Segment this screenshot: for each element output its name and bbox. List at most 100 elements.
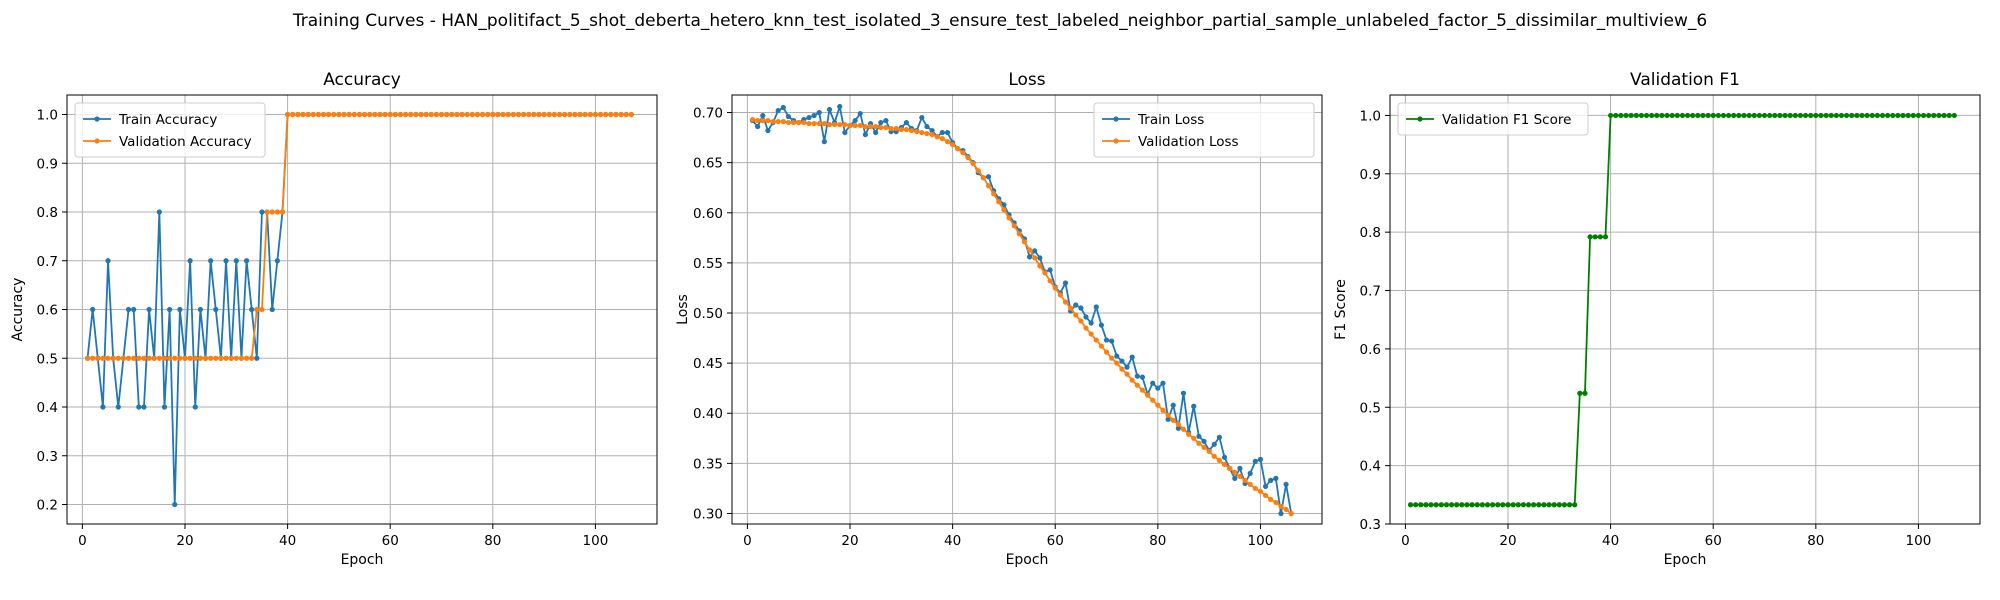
- data-point: [960, 150, 966, 156]
- data-point: [985, 174, 992, 180]
- data-point: [243, 355, 250, 361]
- data-point: [1032, 248, 1038, 254]
- data-point: [500, 111, 506, 118]
- data-point: [213, 355, 219, 361]
- data-point: [90, 306, 96, 313]
- y-tick-label: 0.9: [37, 156, 58, 172]
- data-point: [821, 139, 827, 145]
- data-point: [1623, 112, 1629, 119]
- legend: Train Loss Validation Loss: [1093, 102, 1315, 158]
- data-point: [1577, 390, 1583, 396]
- data-point: [264, 209, 270, 215]
- data-point: [934, 134, 940, 140]
- data-point: [1541, 502, 1547, 508]
- data-point: [233, 258, 239, 264]
- chart-panel-0: 0 20 40 60 80 100 0.2 0.3 0.4 0.5 0.6 0.7 0.8 0.9 1.0 A…: [10, 70, 658, 568]
- data-point: [228, 355, 234, 361]
- data-point: [760, 117, 766, 124]
- data-point: [919, 129, 925, 136]
- data-point: [939, 129, 945, 136]
- data-point: [1531, 502, 1537, 508]
- data-point: [888, 125, 894, 132]
- data-point: [274, 258, 280, 264]
- data-point: [965, 155, 971, 161]
- data-point: [551, 111, 557, 118]
- y-tick-label: 0.60: [693, 206, 723, 222]
- y-tick-label: 1.0: [37, 108, 58, 124]
- data-point: [1037, 263, 1043, 269]
- data-point: [1078, 305, 1084, 311]
- data-point: [187, 355, 193, 361]
- data-point: [1628, 112, 1634, 119]
- data-point: [1109, 338, 1115, 344]
- figure-title: Training Curves - HAN_politifact_5_shot_…: [292, 11, 1707, 31]
- data-point: [161, 355, 168, 361]
- data-point: [167, 355, 173, 361]
- data-point: [1073, 302, 1079, 308]
- data-point: [898, 126, 904, 133]
- data-point: [1669, 112, 1675, 119]
- data-point: [1613, 112, 1619, 119]
- data-point: [1772, 112, 1778, 119]
- data-point: [464, 111, 470, 118]
- data-point: [372, 111, 378, 118]
- data-point: [295, 111, 301, 118]
- data-point: [1720, 112, 1727, 119]
- data-point: [919, 114, 925, 121]
- data-point: [1144, 392, 1151, 398]
- data-point: [878, 124, 884, 131]
- data-point: [392, 111, 398, 118]
- data-point: [1556, 502, 1562, 508]
- data-point: [852, 122, 858, 129]
- data-point: [1705, 112, 1711, 119]
- x-tick-label: 0: [1401, 533, 1410, 549]
- data-point: [1201, 444, 1207, 450]
- data-point: [141, 355, 147, 361]
- data-point: [1792, 112, 1798, 119]
- data-point: [1818, 112, 1824, 119]
- legend-swatch-marker: [1417, 116, 1423, 122]
- data-point: [770, 118, 776, 125]
- y-tick-label: 0.3: [37, 449, 58, 465]
- data-point: [1926, 112, 1932, 119]
- data-point: [826, 106, 833, 113]
- data-point: [259, 306, 265, 313]
- series-markers-1: [749, 116, 1294, 517]
- data-point: [1849, 112, 1855, 119]
- data-point: [1037, 255, 1043, 261]
- y-tick-label: 0.7: [37, 254, 58, 270]
- data-point: [167, 306, 173, 313]
- data-point: [1206, 448, 1212, 454]
- data-point: [546, 111, 552, 118]
- legend-swatch-marker: [94, 116, 100, 122]
- data-point: [806, 114, 812, 121]
- data-point: [873, 123, 879, 130]
- data-point: [326, 111, 332, 118]
- data-point: [587, 111, 593, 118]
- data-point: [1211, 453, 1217, 459]
- data-point: [1561, 502, 1568, 508]
- data-point: [996, 199, 1002, 205]
- data-point: [474, 111, 481, 118]
- data-point: [290, 111, 296, 118]
- data-point: [1459, 502, 1465, 508]
- data-point: [1454, 502, 1460, 508]
- data-point: [1026, 254, 1033, 260]
- data-point: [387, 111, 393, 118]
- data-point: [120, 355, 127, 361]
- y-tick-label: 0.9: [1360, 167, 1381, 183]
- x-axis-label: Epoch: [341, 552, 384, 568]
- data-point: [1407, 502, 1414, 508]
- legend: Validation F1 Score: [1397, 102, 1589, 136]
- legend-label: Train Loss: [1137, 112, 1204, 128]
- data-point: [1469, 502, 1475, 508]
- legend-label: Validation Loss: [1138, 134, 1239, 150]
- data-point: [1695, 112, 1701, 119]
- x-tick-label: 0: [78, 533, 87, 549]
- data-point: [479, 111, 486, 118]
- data-point: [1165, 412, 1171, 418]
- data-point: [1649, 112, 1655, 119]
- data-point: [131, 306, 137, 313]
- data-point: [526, 111, 532, 118]
- y-tick-label: 0.5: [37, 351, 58, 367]
